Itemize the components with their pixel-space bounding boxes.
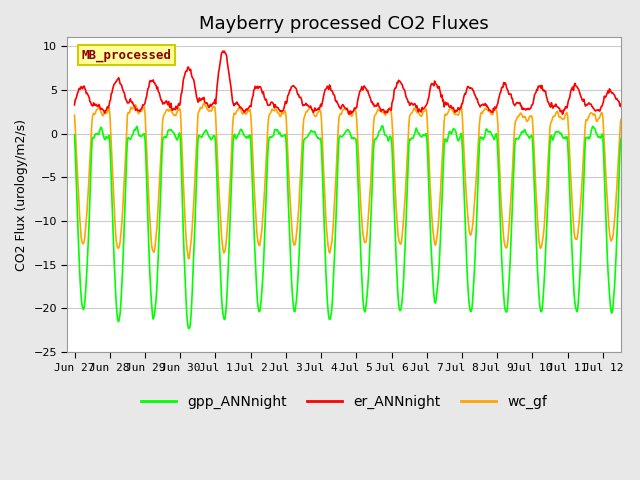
er_ANNnight: [137, 107, 145, 112]
gpp_ANNnight: [634, 131, 640, 137]
wc_gf: [242, 111, 250, 117]
Title: Mayberry processed CO2 Fluxes: Mayberry processed CO2 Fluxes: [199, 15, 489, 33]
gpp_ANNnight: [137, 133, 145, 139]
wc_gf: [291, 241, 299, 247]
wc_gf: [447, 105, 455, 111]
wc_gf: [70, 112, 78, 118]
gpp_ANNnight: [416, 132, 424, 138]
Y-axis label: CO2 Flux (urology/m2/s): CO2 Flux (urology/m2/s): [15, 119, 28, 271]
Line: gpp_ANNnight: gpp_ANNnight: [74, 126, 638, 328]
wc_gf: [634, 125, 640, 131]
wc_gf: [416, 112, 424, 118]
gpp_ANNnight: [291, 309, 298, 314]
gpp_ANNnight: [241, 133, 249, 139]
er_ANNnight: [447, 103, 454, 108]
Text: MB_processed: MB_processed: [81, 48, 172, 61]
wc_gf: [200, 100, 208, 106]
er_ANNnight: [415, 106, 423, 112]
wc_gf: [184, 256, 192, 262]
er_ANNnight: [219, 48, 227, 54]
gpp_ANNnight: [269, 133, 276, 139]
Legend: gpp_ANNnight, er_ANNnight, wc_gf: gpp_ANNnight, er_ANNnight, wc_gf: [136, 389, 552, 415]
gpp_ANNnight: [379, 123, 387, 129]
er_ANNnight: [241, 108, 249, 114]
er_ANNnight: [70, 102, 78, 108]
wc_gf: [137, 108, 145, 114]
Line: wc_gf: wc_gf: [74, 103, 638, 259]
wc_gf: [270, 108, 278, 114]
Line: er_ANNnight: er_ANNnight: [74, 51, 638, 131]
er_ANNnight: [291, 84, 298, 89]
gpp_ANNnight: [447, 131, 455, 137]
er_ANNnight: [269, 100, 276, 106]
er_ANNnight: [634, 128, 640, 133]
gpp_ANNnight: [70, 132, 78, 138]
gpp_ANNnight: [184, 325, 192, 331]
